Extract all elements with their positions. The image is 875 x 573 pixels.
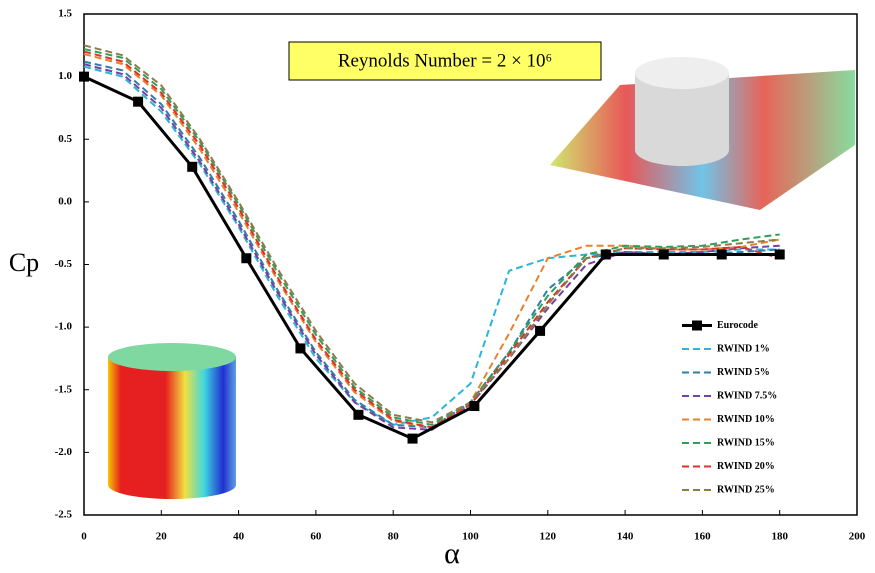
- marker: [79, 71, 89, 82]
- y-tick-label: -0.5: [55, 258, 73, 270]
- legend-marker: [692, 320, 702, 331]
- x-axis-label: α: [444, 537, 460, 570]
- marker: [716, 249, 727, 260]
- cylinder-illustration: [635, 57, 729, 166]
- x-tick-label: 80: [388, 531, 400, 543]
- x-tick-label: 200: [849, 531, 866, 543]
- y-tick-label: -2.5: [55, 509, 73, 521]
- x-tick-label: 0: [81, 531, 87, 543]
- legend-label: RWIND 20%: [717, 461, 775, 472]
- y-tick-label: 0.0: [58, 195, 72, 207]
- marker: [295, 343, 306, 354]
- x-tick-label: 140: [617, 531, 634, 543]
- marker: [353, 409, 364, 420]
- y-tick-label: 1.0: [58, 70, 72, 82]
- marker: [187, 161, 198, 172]
- x-tick-label: 100: [462, 531, 479, 543]
- marker: [133, 96, 144, 107]
- legend-label: RWIND 1%: [717, 343, 770, 354]
- y-axis-label: Cp: [9, 248, 39, 277]
- x-tick-label: 120: [540, 531, 557, 543]
- marker: [658, 249, 669, 260]
- y-tick-label: 1.5: [58, 8, 72, 20]
- x-tick-label: 20: [156, 531, 168, 543]
- marker: [774, 249, 785, 260]
- y-tick-label: -1.5: [55, 383, 73, 395]
- y-tick-label: -2.0: [55, 446, 73, 458]
- x-tick-label: 40: [233, 531, 245, 543]
- legend-label: Eurocode: [717, 320, 758, 331]
- legend-label: RWIND 10%: [717, 414, 775, 425]
- x-tick-label: 160: [694, 531, 711, 543]
- x-tick-label: 180: [771, 531, 788, 543]
- legend-label: RWIND 25%: [717, 484, 775, 495]
- marker: [535, 325, 546, 336]
- series-line: [83, 48, 780, 426]
- annotation: Reynolds Number = 2 × 10⁶: [338, 50, 552, 71]
- marker: [241, 253, 252, 264]
- y-tick-label: -1.0: [55, 321, 73, 333]
- marker: [407, 433, 418, 444]
- legend-label: RWIND 5%: [717, 367, 770, 378]
- y-tick-label: 0.5: [58, 133, 72, 145]
- pressure-cylinder: [108, 343, 236, 499]
- marker: [469, 401, 480, 412]
- legend-label: RWIND 7.5%: [717, 390, 777, 401]
- legend-label: RWIND 15%: [717, 437, 775, 448]
- x-tick-label: 60: [310, 531, 322, 543]
- annotation-box: [288, 41, 602, 81]
- series-line: [83, 44, 780, 424]
- marker: [600, 249, 611, 260]
